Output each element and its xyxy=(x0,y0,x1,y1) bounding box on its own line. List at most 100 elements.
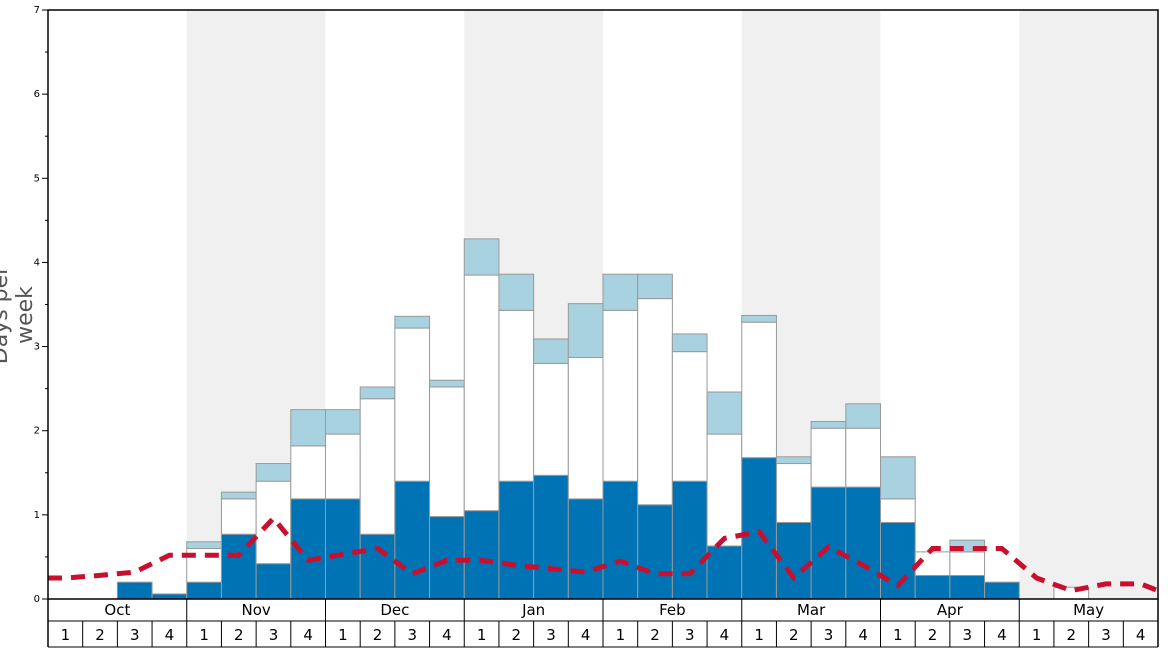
bar-segment-dark xyxy=(949,574,986,600)
week-label: 1 xyxy=(1032,626,1042,644)
week-label: 4 xyxy=(997,626,1007,644)
bar-segment-dark xyxy=(671,480,708,600)
week-label: 1 xyxy=(338,626,348,644)
bar-segment-dark xyxy=(914,574,951,600)
month-label: Oct xyxy=(104,601,130,619)
bar-segment-white xyxy=(220,498,257,535)
bar-segment-white xyxy=(567,357,604,500)
bar-segment-dark xyxy=(984,581,1020,600)
dashed-line-series xyxy=(48,514,1159,594)
week-label: 2 xyxy=(234,626,244,644)
bar-segment-light xyxy=(220,491,257,500)
week-label: 4 xyxy=(303,626,313,644)
week-label: 3 xyxy=(546,626,556,644)
week-label: 2 xyxy=(512,626,522,644)
week-label: 3 xyxy=(407,626,417,644)
week-label: 2 xyxy=(1067,626,1077,644)
week-label: 1 xyxy=(893,626,903,644)
bar-segment-dark xyxy=(706,545,743,600)
bar-segment-light xyxy=(637,273,673,300)
bar-segment-dark xyxy=(463,510,500,600)
bar-segment-light xyxy=(810,420,847,429)
bar-segment-white xyxy=(949,551,986,576)
week-label: 1 xyxy=(616,626,626,644)
bar-segment-dark xyxy=(775,521,812,600)
bar-segment-dark xyxy=(116,581,153,600)
y-axis-title: Days per week xyxy=(0,265,38,365)
bar-segment-white xyxy=(394,327,431,482)
bar-segment-light xyxy=(186,541,222,550)
week-label: 4 xyxy=(1136,626,1146,644)
bar-segment-white xyxy=(706,433,743,547)
week-label: 3 xyxy=(269,626,279,644)
bar-segment-dark xyxy=(810,486,847,600)
week-label: 4 xyxy=(165,626,175,644)
month-label: May xyxy=(1073,601,1104,619)
bar-segment-white xyxy=(533,362,569,476)
month-label: Mar xyxy=(797,601,826,619)
bar-segment-white xyxy=(602,309,639,482)
week-label: 4 xyxy=(720,626,730,644)
bar-segment-dark xyxy=(602,480,639,600)
month-label: Jan xyxy=(521,601,545,619)
month-band xyxy=(1019,10,1158,599)
bar-segment-white xyxy=(463,274,500,512)
week-label: 4 xyxy=(581,626,591,644)
bar-segment-white xyxy=(290,445,326,500)
week-label: 2 xyxy=(373,626,383,644)
bar-segment-white xyxy=(741,321,777,459)
bar-segment-light xyxy=(359,386,396,400)
month-label: Apr xyxy=(937,601,964,619)
bar-segment-white xyxy=(845,427,881,488)
y-tick-label: 6 xyxy=(34,89,40,100)
month-label: Dec xyxy=(380,601,409,619)
week-label: 3 xyxy=(824,626,834,644)
bar-segment-dark xyxy=(394,480,431,600)
bar-segment-dark xyxy=(845,486,881,600)
bar-segment-white xyxy=(429,386,465,518)
bar-segment-dark xyxy=(255,563,292,600)
bar-segment-dark xyxy=(186,581,222,600)
y-tick-label: 0 xyxy=(34,594,40,605)
week-label: 4 xyxy=(442,626,452,644)
bar-segment-white xyxy=(880,498,916,523)
bar-segment-light xyxy=(255,463,292,482)
y-tick-label: 7 xyxy=(34,5,40,16)
bar-segment-light xyxy=(602,273,639,311)
bar-segment-light xyxy=(394,315,431,329)
week-label: 3 xyxy=(685,626,695,644)
month-label: Feb xyxy=(659,601,686,619)
y-tick-label: 5 xyxy=(34,173,40,184)
bar-segment-white xyxy=(775,463,812,523)
week-label: 2 xyxy=(789,626,799,644)
week-label: 1 xyxy=(199,626,209,644)
bar-segment-light xyxy=(498,273,535,311)
week-label: 4 xyxy=(858,626,868,644)
bar-segment-light xyxy=(880,456,916,500)
bar-segment-dark xyxy=(325,498,361,600)
bar-segment-dark xyxy=(498,480,535,600)
bar-segment-dark xyxy=(637,504,673,600)
bar-segment-light xyxy=(533,338,569,364)
y-tick-label: 4 xyxy=(34,257,40,268)
bar-segment-white xyxy=(498,309,535,482)
month-label: Nov xyxy=(241,601,270,619)
week-label: 3 xyxy=(130,626,140,644)
week-label: 2 xyxy=(928,626,938,644)
bar-segment-light xyxy=(463,238,500,276)
y-tick-label: 3 xyxy=(34,342,40,353)
week-label: 3 xyxy=(1101,626,1111,644)
bar-segment-dark xyxy=(429,516,465,600)
bar-segment-light xyxy=(949,539,986,553)
bar-segment-light xyxy=(290,409,326,447)
bar-segment-light xyxy=(671,333,708,353)
bar-segment-white xyxy=(255,480,292,565)
week-label: 2 xyxy=(95,626,105,644)
week-label: 3 xyxy=(962,626,972,644)
bar-segment-light xyxy=(845,403,881,429)
bar-segment-white xyxy=(359,398,396,535)
y-tick-label: 2 xyxy=(34,426,40,437)
y-tick-label: 1 xyxy=(34,510,40,521)
